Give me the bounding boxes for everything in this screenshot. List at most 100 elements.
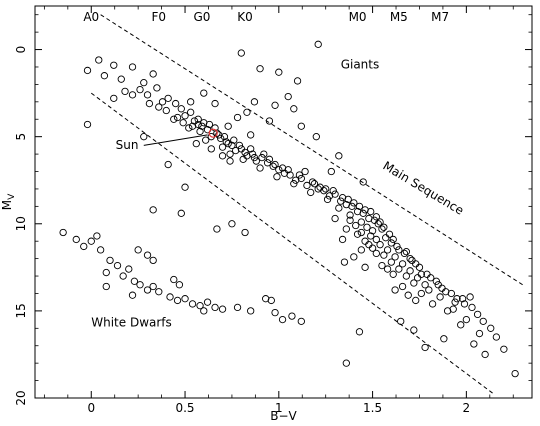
y-tick-label: 20 — [14, 390, 28, 405]
data-point — [357, 246, 365, 254]
data-point — [290, 180, 298, 188]
x-axis-label: B−V — [270, 409, 297, 423]
data-point — [395, 265, 403, 273]
data-point — [95, 56, 103, 64]
y-axis-label-main: M — [0, 200, 14, 210]
data-point — [376, 241, 384, 249]
data-point — [275, 68, 283, 76]
data-point — [357, 218, 365, 226]
data-point — [96, 246, 105, 254]
data-point — [155, 103, 163, 111]
data-point — [297, 317, 305, 325]
data-point — [143, 91, 152, 99]
data-point — [470, 340, 478, 348]
dashed-line-2 — [90, 92, 495, 395]
data-point — [481, 350, 489, 359]
data-point — [136, 281, 144, 289]
data-point — [207, 145, 215, 153]
data-point — [350, 253, 358, 261]
data-point — [352, 221, 360, 230]
data-point — [457, 321, 465, 329]
x-tick-label: 0 — [87, 401, 95, 415]
data-point — [119, 272, 127, 280]
data-point — [297, 174, 305, 183]
data-point — [434, 281, 442, 289]
data-point — [228, 220, 236, 228]
data-point — [412, 260, 420, 268]
data-point — [408, 256, 416, 265]
data-point — [383, 246, 392, 254]
x-tick-label: 2 — [463, 401, 471, 415]
data-point — [293, 77, 302, 85]
data-point — [140, 133, 148, 141]
data-point — [378, 225, 386, 233]
data-point — [237, 49, 245, 57]
data-point — [226, 157, 234, 165]
data-point — [310, 180, 319, 188]
data-point — [196, 302, 204, 310]
data-point — [492, 333, 501, 341]
data-point — [179, 119, 187, 127]
data-point — [329, 187, 337, 195]
data-point — [338, 235, 347, 244]
data-point — [263, 159, 272, 167]
data-point — [200, 89, 208, 97]
data-point — [80, 242, 88, 251]
data-point — [198, 122, 206, 130]
data-point — [172, 99, 180, 108]
data-point — [385, 230, 394, 238]
data-point — [327, 167, 335, 176]
data-point — [417, 270, 425, 278]
data-point — [367, 232, 375, 240]
data-point — [149, 282, 157, 291]
data-point — [397, 317, 405, 325]
data-point — [275, 166, 283, 174]
data-point — [181, 112, 189, 120]
data-point — [113, 261, 122, 270]
data-point — [462, 315, 471, 324]
data-point — [410, 326, 418, 334]
data-point — [233, 303, 242, 312]
data-point — [188, 122, 197, 130]
data-point — [410, 279, 418, 287]
data-point — [363, 223, 371, 231]
data-point — [145, 99, 154, 108]
data-point — [372, 213, 380, 221]
data-point — [406, 254, 414, 263]
data-point — [243, 108, 251, 116]
data-point — [250, 153, 259, 162]
x-tick-label: 0.5 — [175, 401, 194, 415]
data-point — [271, 101, 279, 109]
data-point — [475, 329, 484, 338]
data-point — [443, 307, 452, 315]
data-point — [220, 133, 229, 141]
data-point — [365, 241, 373, 249]
data-point — [187, 98, 195, 106]
data-point — [110, 61, 118, 69]
data-point — [297, 122, 305, 130]
y-axis-label: MV — [0, 193, 17, 210]
data-point — [460, 300, 469, 308]
data-point — [213, 225, 221, 233]
spectral-type-label: F0 — [152, 10, 167, 24]
data-point — [218, 143, 227, 151]
data-point — [228, 141, 236, 150]
data-point — [100, 72, 109, 80]
data-point — [436, 293, 444, 301]
annotation-main-sequence: Main Sequence — [380, 159, 466, 218]
data-point — [288, 312, 296, 320]
data-point — [247, 145, 255, 153]
data-point — [438, 284, 446, 292]
data-point — [143, 286, 152, 294]
data-point — [181, 295, 189, 303]
data-point — [170, 115, 178, 123]
data-point — [173, 296, 182, 305]
data-point — [128, 63, 137, 71]
data-point — [417, 289, 425, 298]
data-point — [415, 263, 424, 271]
data-point — [211, 303, 219, 312]
data-point — [389, 270, 397, 278]
data-point — [83, 120, 92, 129]
data-point — [177, 105, 185, 113]
data-point — [312, 133, 320, 141]
